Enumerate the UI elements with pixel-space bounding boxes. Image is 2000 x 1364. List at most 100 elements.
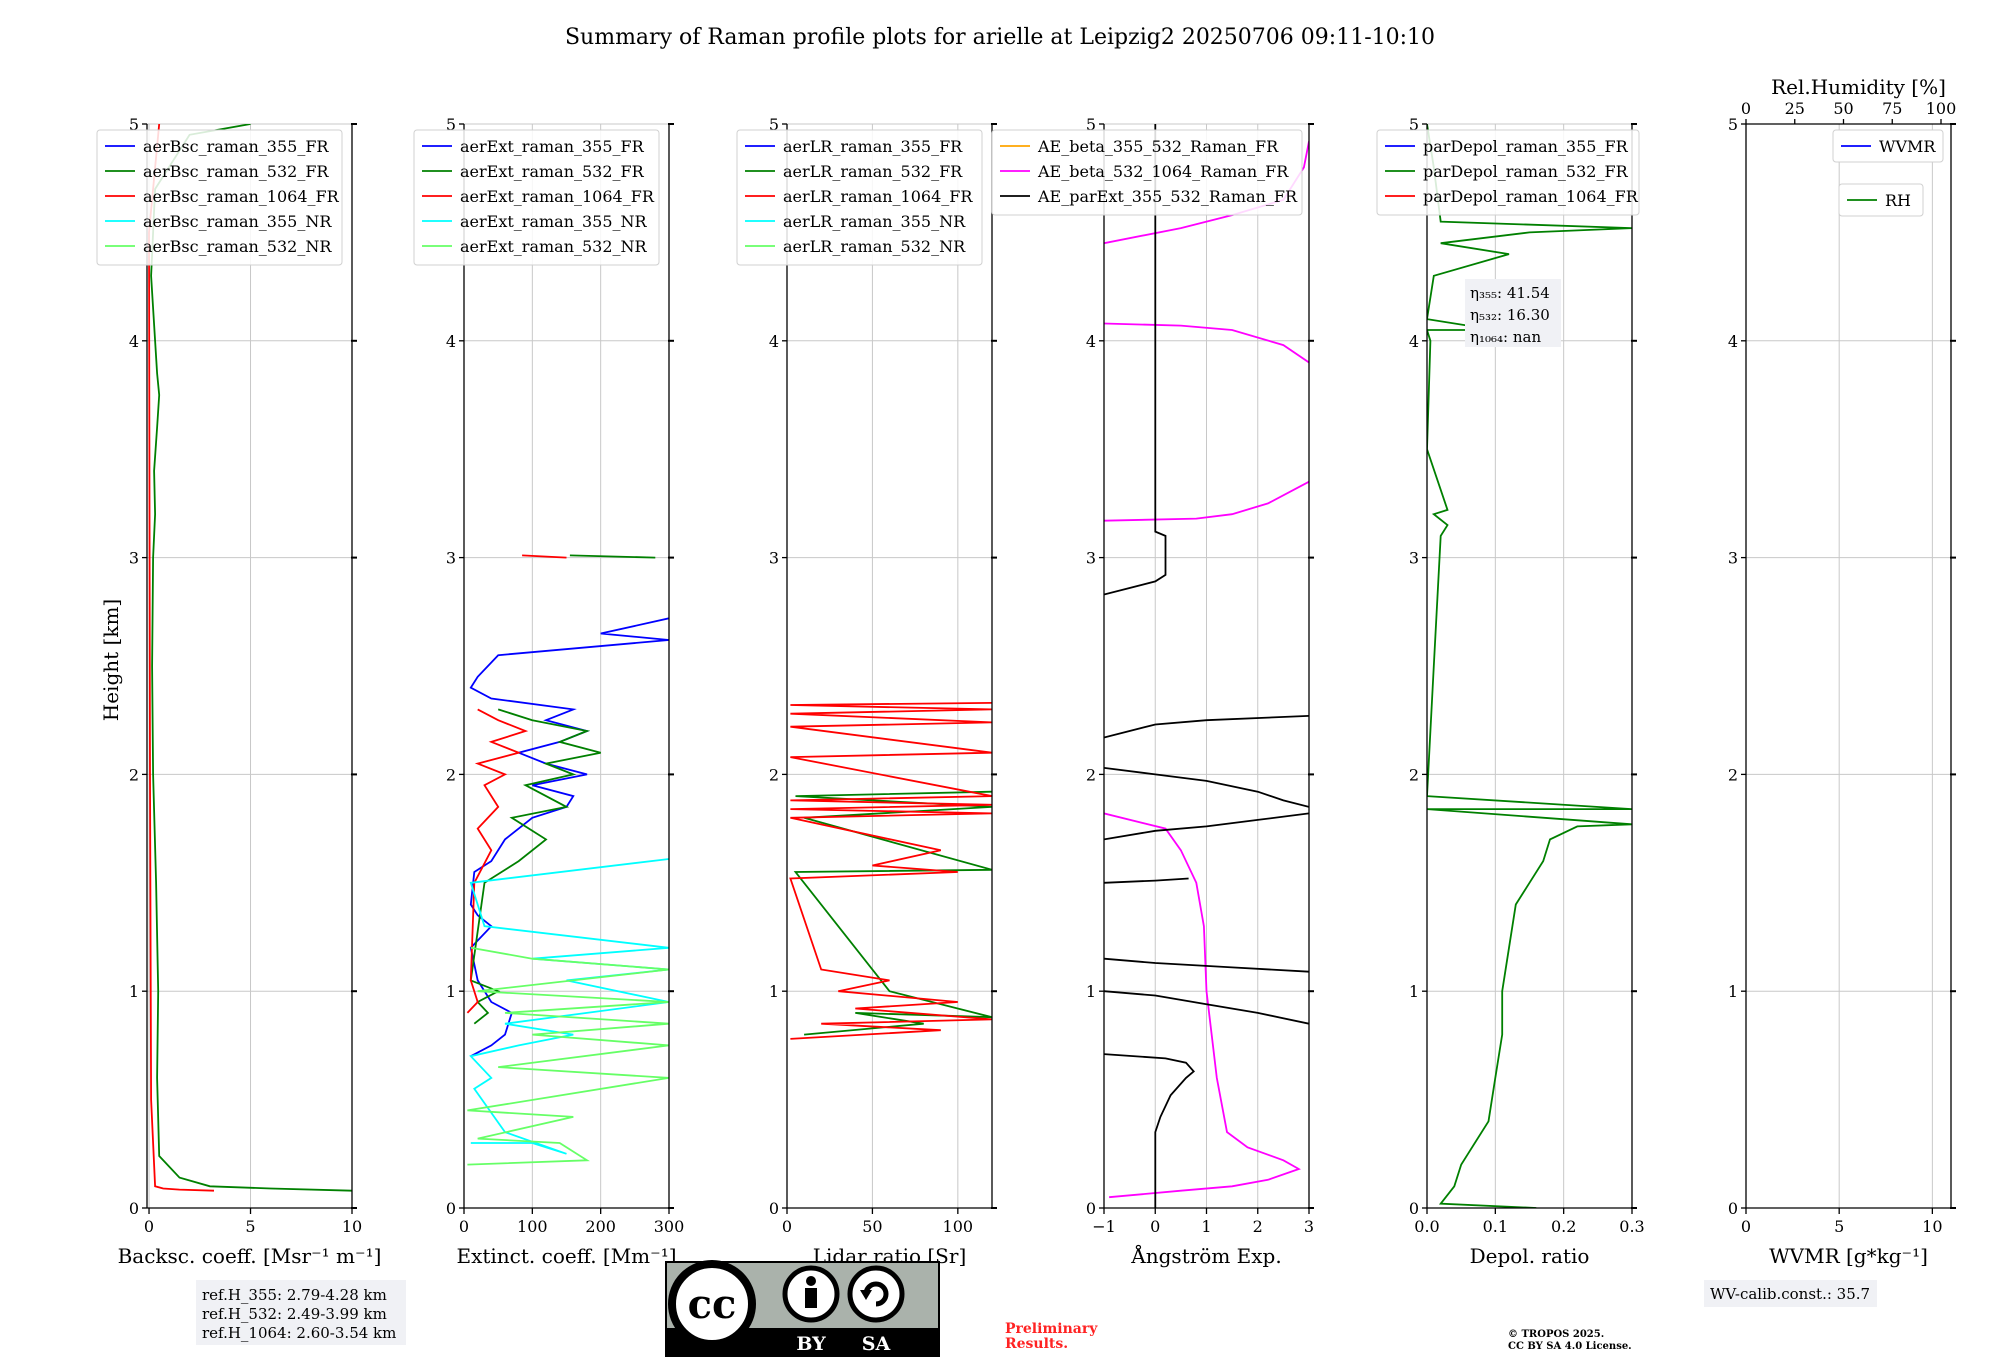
share-alike-icon [847,1265,905,1323]
y-axis-label: Height [km] [99,599,123,721]
wv-calib-text: WV-calib.const.: 35.7 [1710,1285,1870,1303]
y-tick-label: 4 [129,332,139,351]
series-line-aerExt_raman_1064_FR [522,554,567,559]
series-line-aerExt_raman_532_FR [569,554,656,559]
x-axis-label: Depol. ratio [1470,1244,1590,1268]
eta-value: η₃₅₅: 41.54 [1470,284,1550,302]
y-tick-label: 3 [446,549,456,568]
y-tick-label: 5 [769,115,779,134]
series-line-aerBsc_raman_1064_FR [148,124,215,1192]
top-tick-label: 75 [1882,99,1902,118]
cc-logo-icon [668,1260,756,1348]
x-tick-label: 0 [1150,1217,1160,1236]
y-tick-label: 5 [1086,115,1096,134]
legend-label: aerBsc_raman_355_FR [143,137,329,156]
x-axis-label: Backsc. coeff. [Msr⁻¹ m⁻¹] [118,1244,382,1268]
legend-rh: RH [1838,183,1924,217]
y-tick-label: 0 [1086,1199,1096,1218]
y-tick-label: 5 [446,115,456,134]
x-axis-label: WVMR [g*kg⁻¹] [1769,1244,1928,1268]
series-line-aerExt_raman_355_FR [469,617,669,1057]
x-tick-label: 10 [1922,1217,1942,1236]
eta-value: η₁₀₆₄: nan [1470,328,1541,346]
series-line-aerLR_raman_532_FR [793,790,992,1036]
y-tick-label: 3 [769,549,779,568]
y-tick-label: 0 [1728,1199,1738,1218]
x-tick-label: 0 [1741,1217,1751,1236]
copyright-line-1: © TROPOS 2025. [1508,1329,1604,1340]
eta-value: η₅₃₂: 16.30 [1470,306,1550,324]
ref-height-355: ref.H_355: 2.79-4.28 km [202,1286,387,1304]
legend-label: AE_parExt_355_532_Raman_FR [1037,187,1298,206]
series-line-aerExt_raman_1064_FR [466,708,529,1014]
legend-wvmr: WVMR [1832,129,1944,163]
series-line-aerExt_raman_532_NR [467,946,669,1166]
preliminary-results-note-2: Results. [1005,1336,1068,1352]
legend: aerExt_raman_355_FR aerExt_raman_532_FRae… [413,129,660,266]
x-tick-label: 0 [782,1217,792,1236]
x-tick-label: 3 [1304,1217,1314,1236]
y-tick-label: 2 [1409,765,1419,784]
legend-label: WVMR [1879,137,1936,156]
y-tick-label: 4 [1409,332,1419,351]
legend: aerLR_raman_355_FR aerLR_raman_532_FR aerL… [736,129,983,266]
x-tick-label: 200 [585,1217,616,1236]
legend-label: aerExt_raman_532_NR [460,237,648,256]
legend-label: aerExt_raman_355_FR [460,137,645,156]
y-tick-label: 5 [129,115,139,134]
y-tick-label: 2 [129,765,139,784]
copyright-line-2: CC BY SA 4.0 License. [1508,1341,1632,1352]
x-tick-label: 0 [144,1217,154,1236]
preliminary-results-note-1: Preliminary [1005,1321,1098,1337]
y-tick-label: 3 [1409,549,1419,568]
x-tick-label: 50 [862,1217,882,1236]
x-axis-label: Ångström Exp. [1130,1243,1281,1268]
y-tick-label: 4 [446,332,456,351]
series-line-AE_beta_532_1064_Raman_FR [1104,480,1309,522]
y-tick-label: 2 [1728,765,1738,784]
legend-label: aerBsc_raman_532_NR [143,237,332,256]
series-line-AE_parExt_355_532_Raman_FR [1104,812,1309,841]
y-tick-label: 0 [129,1199,139,1218]
x-tick-label: 0.1 [1483,1217,1508,1236]
series-line-AE_parExt_355_532_Raman_FR [1104,957,1309,973]
y-tick-label: 5 [1728,115,1738,134]
y-tick-label: 3 [1728,549,1738,568]
series-line-AE_parExt_355_532_Raman_FR [1104,124,1167,596]
legend: parDepol_raman_355_FR parDepol_raman_532_… [1376,129,1640,216]
series-line-AE_beta_532_1064_Raman_FR [1104,812,1301,1199]
x-tick-label: 1 [1201,1217,1211,1236]
y-tick-label: 5 [1409,115,1419,134]
series-line-AE_parExt_355_532_Raman_FR [1104,1053,1195,1208]
top-tick-label: 50 [1833,99,1853,118]
legend-label: aerExt_raman_355_NR [460,212,648,231]
legend-label: parDepol_raman_1064_FR [1423,187,1639,206]
y-tick-label: 0 [1409,1199,1419,1218]
panel-depolarization: 0 1 2 3 4 5 0.0 0.1 0.2 0.3 Depol. ratio parDepol_r… [1376,115,1645,1268]
x-tick-label: 10 [342,1217,362,1236]
y-tick-label: 2 [446,765,456,784]
x-tick-label: −1 [1092,1217,1116,1236]
series-line-aerLR_raman_1064_FR [789,702,992,1040]
legend-label: parDepol_raman_355_FR [1423,137,1629,156]
legend-label: aerExt_raman_532_FR [460,162,645,181]
legend-label: aerLR_raman_355_FR [783,137,963,156]
cc-license-badge: cc BY SA [665,1260,940,1357]
wv-calib-box: WV-calib.const.: 35.7 [1704,1280,1877,1307]
panel-backscatter: 0 1 2 3 4 5 0 5 10 Backsc. coeff. [Msr⁻¹ m⁻¹] aerB… [96,115,382,1268]
legend-label: aerLR_raman_355_NR [783,212,966,231]
x-tick-label: 0 [459,1217,469,1236]
top-tick-label: 100 [1926,99,1957,118]
x-tick-label: 0.3 [1619,1217,1644,1236]
legend-label: RH [1885,191,1911,210]
legend-label: aerBsc_raman_1064_FR [143,187,340,206]
top-tick-label: 0 [1741,99,1751,118]
ref-height-1064: ref.H_1064: 2.60-3.54 km [202,1324,396,1342]
legend: aerBsc_raman_355_FR aerBsc_raman_532_FRae… [96,129,343,266]
ref-heights-box: ref.H_355: 2.79-4.28 km ref.H_532: 2.49-… [196,1280,406,1345]
x-tick-label: 5 [245,1217,255,1236]
series-line-AE_parExt_355_532_Raman_FR [1104,715,1309,739]
